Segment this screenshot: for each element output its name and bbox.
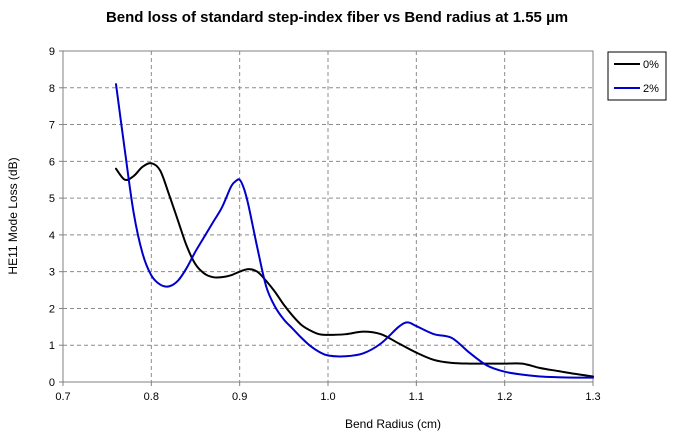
x-tick-label: 1.1: [409, 391, 424, 403]
x-tick-label: 1.3: [585, 391, 600, 403]
y-tick-label: 0: [49, 377, 55, 389]
y-tick-label: 9: [49, 46, 55, 58]
x-tick-label: 0.9: [232, 391, 247, 403]
y-tick-label: 8: [49, 83, 55, 95]
chart-title: Bend loss of standard step-index fiber v…: [106, 9, 568, 26]
y-tick-label: 3: [49, 267, 55, 279]
legend-label-2: 2%: [643, 83, 659, 95]
y-axis-ticks: 0 1 2 3 4 5 6 7 8 9: [49, 46, 63, 389]
legend-label-1: 0%: [643, 59, 659, 71]
x-tick-label: 1.0: [320, 391, 335, 403]
legend: 0% 2%: [607, 51, 667, 101]
legend-box: [607, 51, 667, 101]
x-tick-label: 0.8: [144, 391, 159, 403]
y-tick-label: 2: [49, 303, 55, 315]
series-line-2: [115, 83, 594, 379]
y-tick-label: 7: [49, 120, 55, 132]
y-tick-label: 6: [49, 156, 55, 168]
x-tick-label: 1.2: [497, 391, 512, 403]
y-tick-label: 1: [49, 340, 55, 352]
series-lines: [115, 83, 594, 379]
x-tick-label: 0.7: [55, 391, 70, 403]
gridlines: [63, 51, 593, 382]
y-tick-label: 5: [49, 193, 55, 205]
y-axis-label: HE11 Mode Loss (dB): [6, 157, 20, 274]
x-axis-label: Bend Radius (cm): [345, 417, 441, 431]
series-line-1: [115, 162, 594, 378]
y-tick-label: 4: [49, 230, 55, 242]
x-axis-ticks: 0.7 0.8 0.9 1.0 1.1 1.2 1.3: [55, 382, 601, 403]
